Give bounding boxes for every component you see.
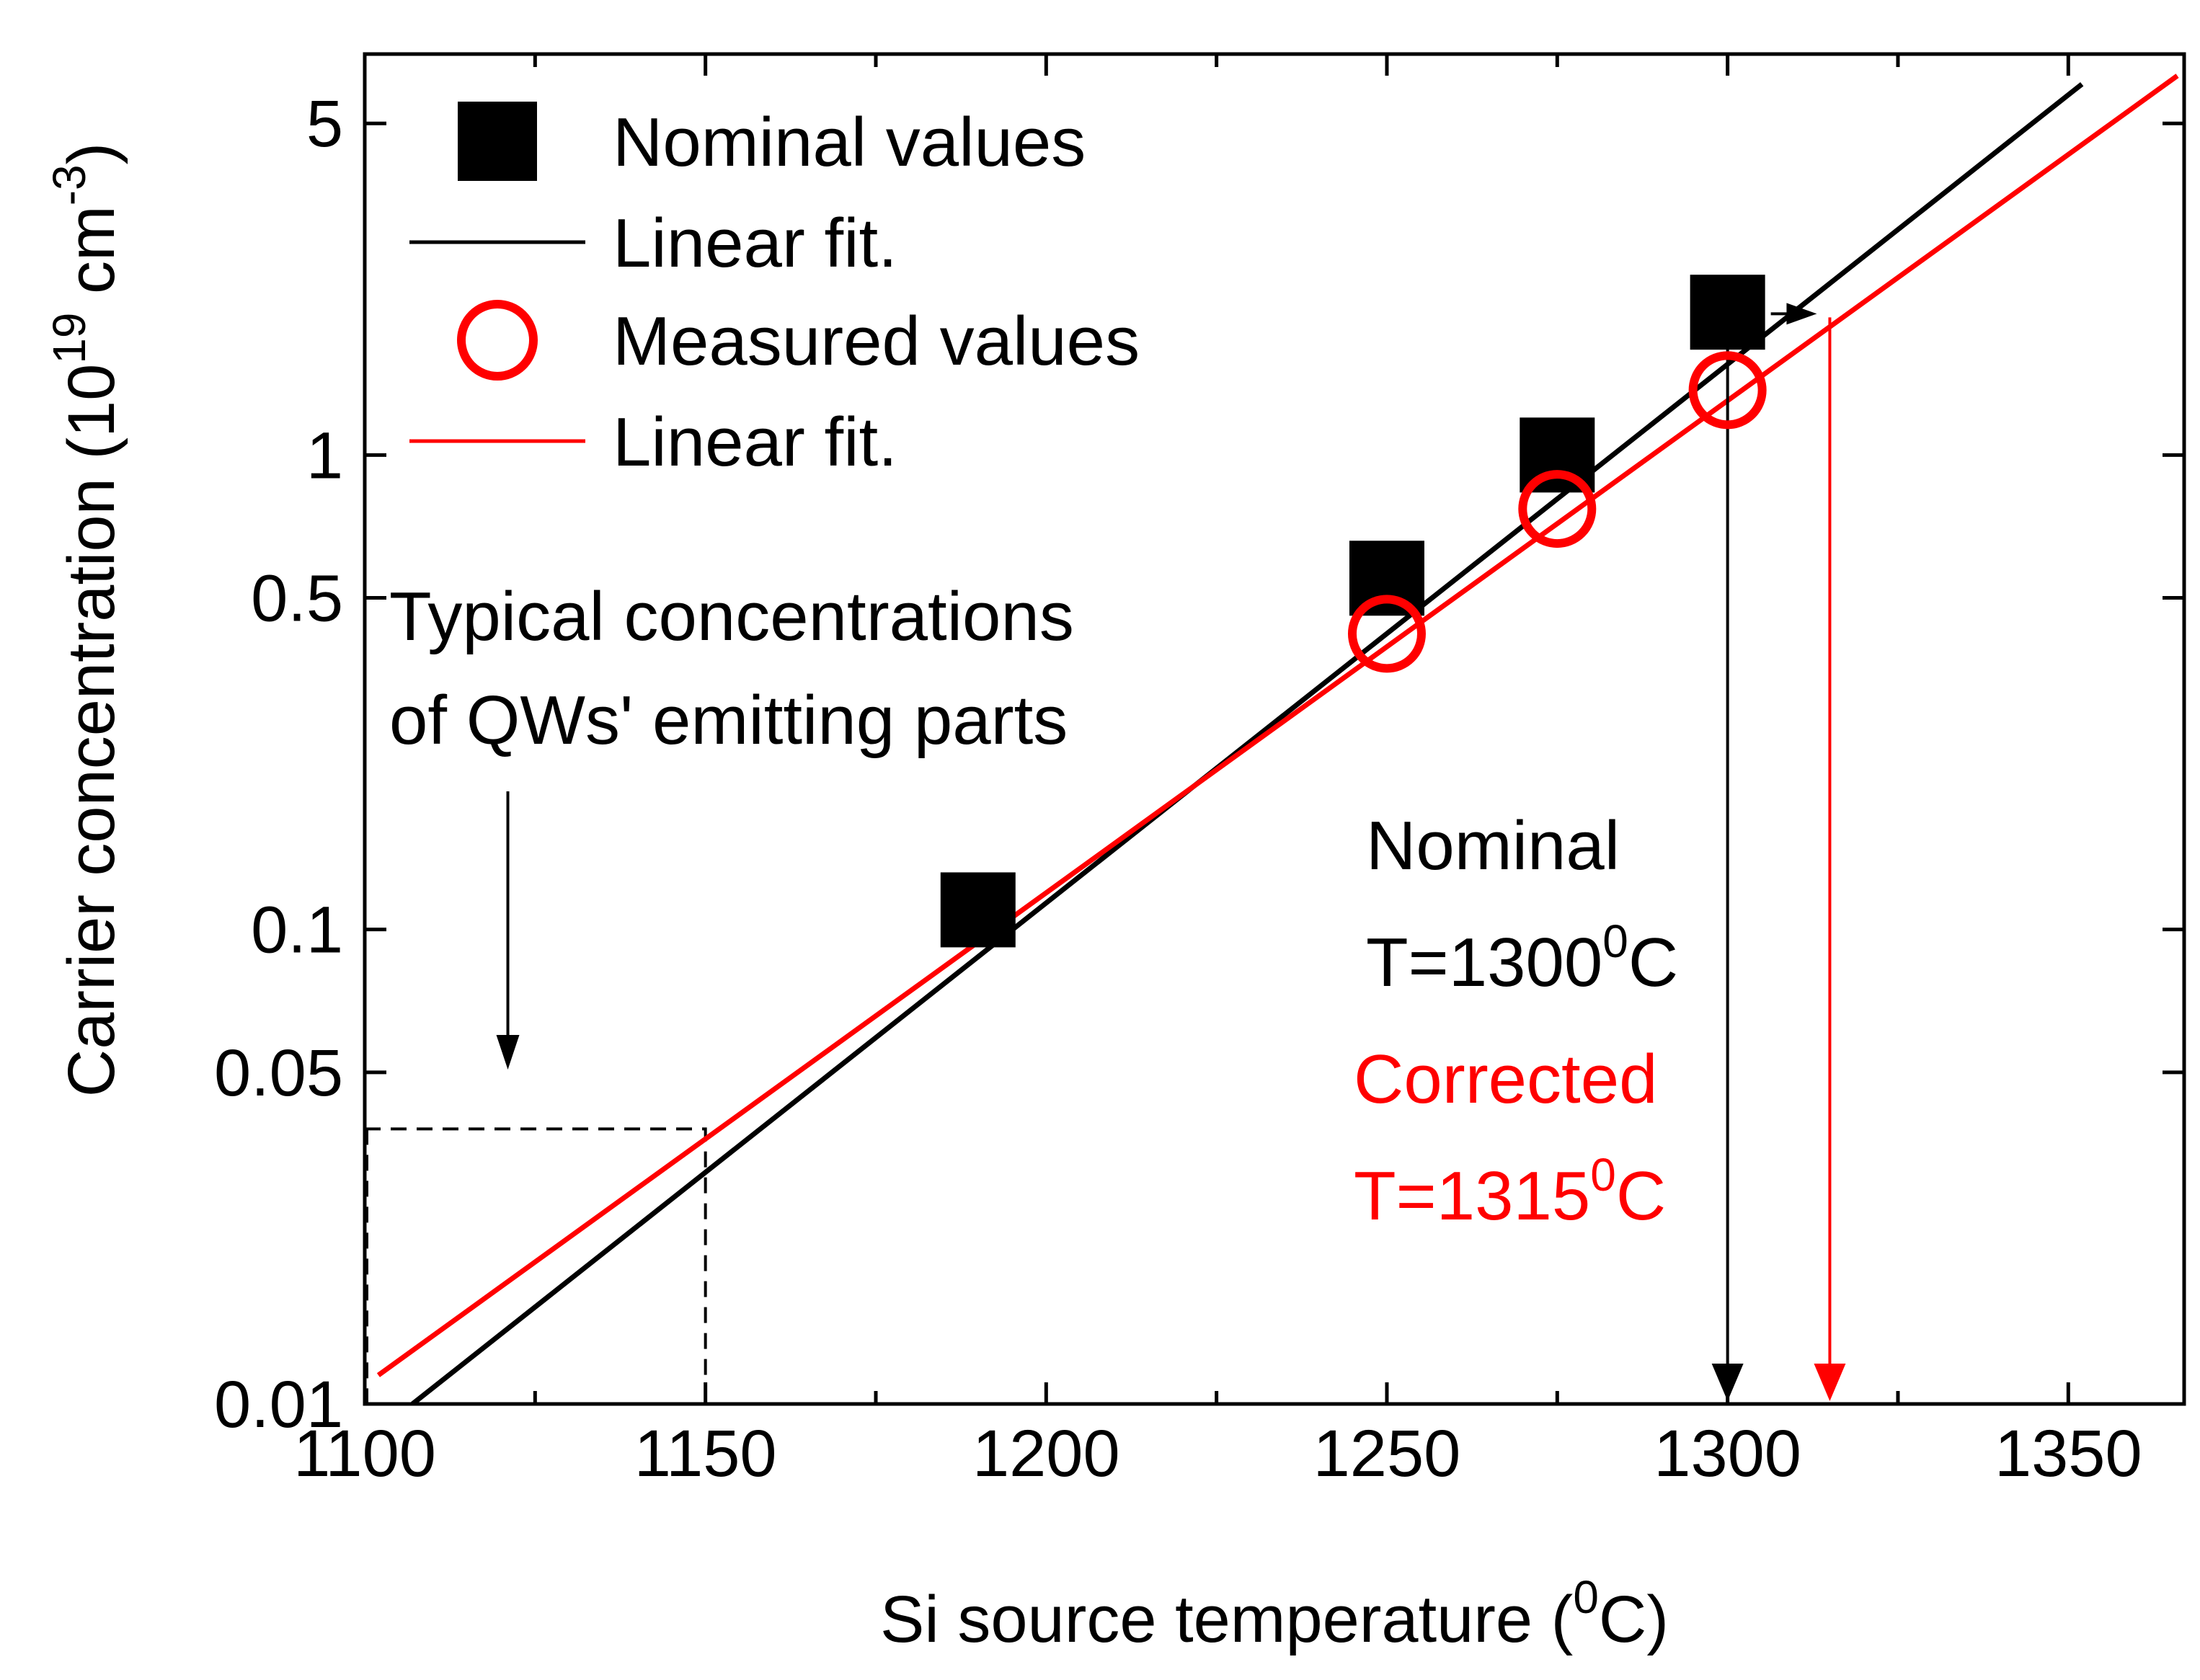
legend-label: Nominal values — [613, 104, 1086, 181]
y-tick-label: 0.01 — [214, 1368, 343, 1441]
measured-data-point — [1518, 470, 1597, 548]
y-tick-label: 5 — [306, 87, 343, 161]
y-tick-label: 0.05 — [214, 1036, 343, 1110]
shift-arrowhead — [1786, 303, 1817, 325]
y-tick-label: 0.1 — [251, 894, 343, 967]
annotations: Typical concentrations of QWs' emitting p… — [389, 578, 1678, 1235]
x-tick-label: 1200 — [972, 1417, 1120, 1490]
y-tick-label: 0.5 — [251, 562, 343, 636]
nominal-data-point — [1349, 541, 1424, 616]
y-tick-label: 1 — [306, 419, 343, 492]
typical-concentration-dashed-guide — [365, 1127, 707, 1404]
measured-data-point — [1688, 351, 1767, 430]
corrected-temperature: T=13150C — [1354, 1149, 1666, 1235]
x-tick-label: 1300 — [1654, 1417, 1801, 1490]
corrected-drop-arrowhead — [1814, 1364, 1846, 1401]
y-axis-title: Carrier concentration (1019 cm-3) — [43, 143, 128, 1098]
legend-label: Linear fit. — [613, 205, 897, 282]
axis-ticks: 1100 1150 1200 1250 1300 1350 0.01 0.05 0.1 0.5 1 5 — [214, 54, 2184, 1490]
typical-annotation-arrowhead — [496, 1035, 520, 1070]
legend-square-symbol — [458, 102, 537, 181]
typical-annotation-line2: of QWs' emitting parts — [389, 682, 1068, 759]
x-tick-label: 1350 — [1995, 1417, 2142, 1490]
legend: Nominal values Linear fit. Measured values… — [409, 102, 1140, 481]
nominal-fit-line — [411, 81, 2084, 1404]
x-tick-label: 1100 — [293, 1417, 436, 1490]
legend-label: Measured values — [613, 303, 1140, 380]
x-axis-title: Si source temperature (0C) — [880, 1571, 1669, 1656]
x-tick-label: 1150 — [634, 1417, 777, 1490]
legend-circle-symbol — [457, 300, 538, 381]
typical-annotation-line1: Typical concentrations — [389, 578, 1074, 655]
plot-area — [365, 74, 2179, 1404]
nominal-data-point — [1690, 275, 1765, 350]
plot-frame — [363, 52, 2186, 1406]
legend-label: Linear fit. — [613, 404, 897, 481]
measured-data-point — [1347, 595, 1426, 673]
corrected-label: Corrected — [1354, 1041, 1658, 1118]
nominal-label: Nominal — [1366, 807, 1620, 884]
measured-fit-line — [376, 74, 2179, 1377]
nominal-data-point — [940, 872, 1016, 948]
nominal-temperature: T=13000C — [1366, 915, 1678, 1001]
x-tick-label: 1250 — [1313, 1417, 1461, 1490]
